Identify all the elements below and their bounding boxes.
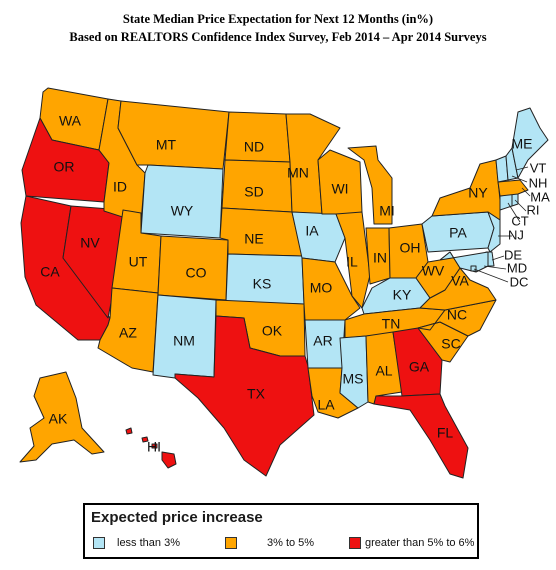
label-mo: MO xyxy=(310,280,333,296)
legend-label-high: greater than 5% to 6% xyxy=(365,537,475,549)
label-az: AZ xyxy=(119,325,137,341)
label-ri: RI xyxy=(527,202,540,217)
label-la: LA xyxy=(317,397,335,413)
state-tx[interactable] xyxy=(174,315,315,477)
state-ga[interactable] xyxy=(392,327,443,397)
us-state-map: WA OR CA NV ID MT WY UT AZ CO NM ND SD N… xyxy=(19,87,550,479)
legend-item-high: greater than 5% to 6% xyxy=(349,537,474,549)
label-md: MD xyxy=(507,260,527,275)
legend-label-mid: 3% to 5% xyxy=(267,537,315,549)
label-id: ID xyxy=(113,179,127,195)
label-ar: AR xyxy=(313,333,332,349)
label-nv: NV xyxy=(80,235,100,251)
legend-title: Expected price increase xyxy=(91,509,263,526)
state-mi[interactable] xyxy=(347,145,393,225)
label-wa: WA xyxy=(59,113,82,129)
label-wi: WI xyxy=(331,181,348,197)
label-dc: DC xyxy=(510,274,529,289)
state-mo[interactable] xyxy=(301,257,361,321)
label-ia: IA xyxy=(305,223,319,239)
label-ok: OK xyxy=(262,323,283,339)
label-nd: ND xyxy=(244,139,264,155)
label-wv: WV xyxy=(422,263,445,279)
legend-item-mid: 3% to 5% xyxy=(225,537,314,549)
label-tn: TN xyxy=(382,316,401,332)
label-mn: MN xyxy=(287,165,309,181)
label-oh: OH xyxy=(400,240,421,256)
label-nc: NC xyxy=(447,307,467,323)
label-al: AL xyxy=(375,363,392,379)
label-nj: NJ xyxy=(508,227,524,242)
label-mt: MT xyxy=(156,137,177,153)
label-ga: GA xyxy=(409,359,430,375)
label-nh: NH xyxy=(529,175,548,190)
state-ak[interactable] xyxy=(19,371,105,463)
legend-swatch-mid xyxy=(225,537,237,549)
label-de: DE xyxy=(504,247,522,262)
label-pa: PA xyxy=(449,225,467,241)
label-fl: FL xyxy=(437,425,454,441)
label-ak: AK xyxy=(49,411,68,427)
state-ct[interactable] xyxy=(499,193,513,211)
state-ny[interactable] xyxy=(431,159,501,221)
label-me: ME xyxy=(512,136,533,152)
label-mi: MI xyxy=(379,203,395,219)
state-fl[interactable] xyxy=(373,393,469,479)
label-ut: UT xyxy=(129,254,148,270)
state-ma[interactable] xyxy=(497,179,529,197)
label-vt: VT xyxy=(530,160,547,175)
legend: Expected price increase less than 3% 3% … xyxy=(83,503,479,559)
state-mt[interactable] xyxy=(117,100,230,170)
legend-swatch-low xyxy=(93,537,105,549)
label-or: OR xyxy=(54,159,75,175)
label-sc: SC xyxy=(441,336,460,352)
label-nm: NM xyxy=(173,333,195,349)
map-subtitle: Based on REALTORS Confidence Index Surve… xyxy=(69,30,487,44)
label-ms: MS xyxy=(343,371,364,387)
label-ct: CT xyxy=(511,213,528,228)
label-ma: MA xyxy=(530,189,550,204)
label-leader-lines xyxy=(473,166,531,283)
label-il: IL xyxy=(346,254,358,270)
label-ks: KS xyxy=(253,276,272,292)
state-dc[interactable] xyxy=(470,265,477,272)
label-ky: KY xyxy=(393,287,412,303)
label-hi: HI xyxy=(147,439,161,455)
label-co: CO xyxy=(186,265,207,281)
label-wy: WY xyxy=(171,203,194,219)
state-wy[interactable] xyxy=(140,164,224,239)
legend-item-low: less than 3% xyxy=(93,537,180,549)
legend-label-low: less than 3% xyxy=(117,537,180,549)
label-va: VA xyxy=(451,273,469,289)
label-sd: SD xyxy=(244,184,263,200)
legend-swatch-high xyxy=(349,537,361,549)
state-me[interactable] xyxy=(511,107,549,179)
label-ne: NE xyxy=(244,231,263,247)
label-in: IN xyxy=(373,250,387,266)
label-ca: CA xyxy=(40,264,60,280)
state-hi[interactable] xyxy=(125,427,177,469)
map-title: State Median Price Expectation for Next … xyxy=(122,12,434,26)
label-tx: TX xyxy=(247,386,266,402)
label-ny: NY xyxy=(468,185,488,201)
